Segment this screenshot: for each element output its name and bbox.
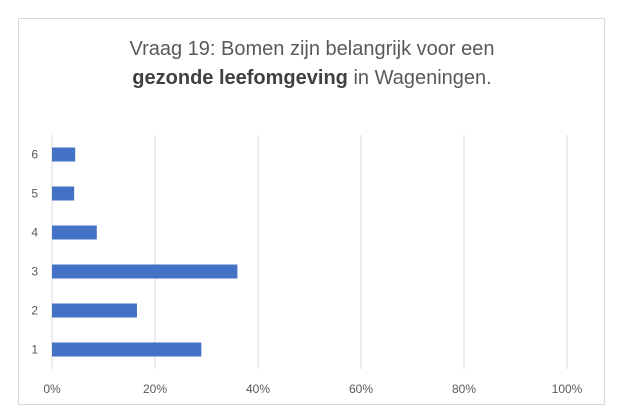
chart-title-rest: in Wageningen. [347,67,492,89]
x-tick-label: 0% [43,382,61,396]
y-axis-labels: 1 2 3 4 5 6 [31,148,38,357]
gridlines [51,135,568,369]
y-tick-label-3: 3 [31,265,38,279]
x-tick-label: 100% [552,382,583,396]
chart-area [18,18,605,405]
x-axis-labels: 0% 20% 40% 60% 80% 100% [43,382,582,396]
bars [52,147,238,357]
x-tick-label: 20% [143,382,167,396]
y-tick-label-4: 4 [31,226,38,240]
y-tick-label-2: 2 [31,304,38,318]
chart-title-line-2: gezonde leefomgeving in Wageningen. [0,64,624,93]
x-tick-label: 40% [246,382,270,396]
chart-title-bold: gezonde leefomgeving [132,67,348,89]
bar-6 [52,147,76,162]
bar-4 [52,225,97,240]
bar-2 [52,303,137,318]
y-tick-label-5: 5 [31,187,38,201]
x-tick-label: 80% [452,382,476,396]
chart-title-line-1: Vraag 19: Bomen zijn belangrijk voor een [129,38,495,60]
bar-3 [52,264,238,279]
x-tick-label: 60% [349,382,373,396]
y-tick-label-6: 6 [31,148,38,162]
bar-1 [52,342,202,357]
y-tick-label-1: 1 [31,343,38,357]
chart-title: Vraag 19: Bomen zijn belangrijk voor een… [0,35,624,93]
bar-5 [52,186,75,201]
